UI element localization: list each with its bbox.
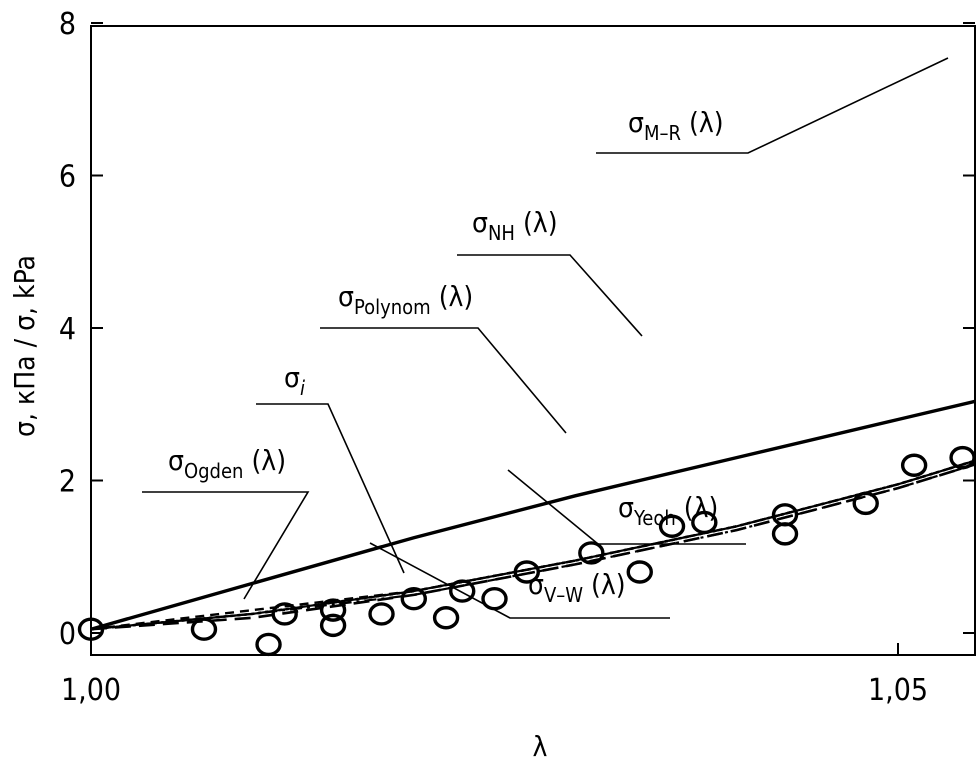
data-point bbox=[77, 617, 105, 641]
annotation-yeoh: σYeoh (λ) bbox=[618, 491, 718, 530]
data-point bbox=[578, 541, 605, 565]
axis-ticks: 1,001,051,1002468 bbox=[59, 7, 975, 708]
curve-polynom bbox=[90, 462, 976, 631]
curve-v-w bbox=[90, 463, 976, 631]
annotation-symbol: σ bbox=[528, 568, 544, 601]
data-point bbox=[255, 632, 282, 657]
model-curves bbox=[90, 399, 976, 631]
data-point bbox=[626, 560, 653, 584]
data-point bbox=[513, 560, 540, 584]
annotation-symbol: σ bbox=[284, 361, 300, 394]
x-tick-label: 1,05 bbox=[868, 673, 928, 708]
annotation-argument: (λ) bbox=[583, 568, 626, 601]
y-tick-label: 2 bbox=[59, 465, 76, 500]
data-point bbox=[852, 491, 879, 516]
annotation-subscript: Polynom bbox=[354, 295, 431, 319]
data-point bbox=[900, 453, 928, 477]
leader-line bbox=[596, 57, 949, 154]
data-point bbox=[949, 445, 976, 470]
x-axis-title: λ bbox=[533, 730, 548, 763]
annotation-subscript: M–R bbox=[644, 121, 681, 145]
leader-line bbox=[507, 469, 746, 545]
annotation-argument: (λ) bbox=[676, 491, 719, 524]
leader-line bbox=[457, 254, 643, 337]
data-point bbox=[319, 598, 347, 622]
annotation-symbol: σ bbox=[618, 491, 634, 524]
annotation-argument: (λ) bbox=[515, 206, 558, 239]
annotation-subscript: i bbox=[300, 376, 305, 400]
y-tick-label: 8 bbox=[59, 7, 76, 42]
annotation-subscript: V–W bbox=[544, 583, 583, 607]
x-tick-label: 1,00 bbox=[61, 673, 121, 708]
annotation-m-r: σM–R (λ) bbox=[628, 106, 724, 145]
annotation-argument: (λ) bbox=[431, 280, 474, 313]
data-point bbox=[658, 514, 686, 538]
annotation-subscript: Yeoh bbox=[633, 506, 676, 530]
annotation-symbol: σ bbox=[338, 280, 354, 313]
data-point bbox=[400, 586, 427, 611]
leader-line bbox=[256, 403, 405, 574]
leader-line bbox=[369, 542, 670, 619]
annotation-symbol: σ bbox=[472, 206, 488, 239]
data-point bbox=[190, 617, 218, 641]
leader-line bbox=[320, 327, 567, 434]
data-point bbox=[368, 602, 395, 626]
y-tick-label: 4 bbox=[59, 312, 76, 347]
curve-m-r bbox=[90, 459, 976, 631]
data-point bbox=[271, 602, 298, 626]
annotation-subscript: Ogden bbox=[184, 459, 244, 483]
annotation-v-w: σV–W (λ) bbox=[528, 568, 626, 607]
data-point bbox=[691, 510, 718, 535]
data-point bbox=[319, 613, 347, 638]
plot-frame bbox=[90, 25, 976, 656]
curve-yeoh bbox=[90, 459, 976, 631]
annotation-experiment: σi bbox=[284, 361, 305, 400]
annotation-symbol: σ bbox=[628, 106, 644, 139]
y-tick-label: 0 bbox=[59, 617, 76, 652]
curve-nh bbox=[90, 399, 976, 631]
data-point bbox=[449, 579, 476, 603]
y-axis-title: σ, кПа / σ, kPa bbox=[8, 255, 41, 437]
y-tick-label: 6 bbox=[59, 160, 76, 195]
annotation-argument: (λ) bbox=[681, 106, 724, 139]
annotation-ogden: σOgden (λ) bbox=[168, 444, 286, 483]
plot-border bbox=[90, 25, 976, 656]
data-point bbox=[481, 586, 508, 611]
annotation-nh: σNH (λ) bbox=[472, 206, 558, 245]
leader-line bbox=[142, 491, 310, 600]
annotation-argument: (λ) bbox=[243, 444, 286, 477]
data-point bbox=[771, 522, 799, 546]
annotation-symbol: σ bbox=[168, 444, 184, 477]
experimental-points bbox=[77, 445, 976, 657]
data-point bbox=[771, 503, 799, 527]
data-point bbox=[432, 606, 460, 630]
annotation-subscript: NH bbox=[488, 221, 515, 245]
annotation-polynom: σPolynom (λ) bbox=[338, 280, 473, 319]
